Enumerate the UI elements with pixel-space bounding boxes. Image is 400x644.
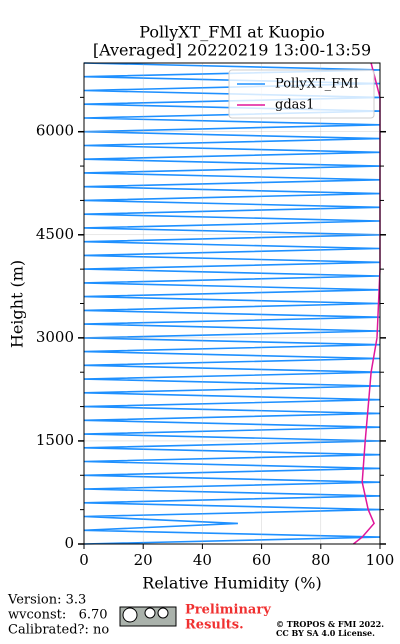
chart-subtitle: [Averaged] 20220219 13:00-13:59: [93, 41, 371, 60]
y-tick-label: 1500: [36, 431, 74, 449]
x-tick-label: 60: [252, 551, 271, 569]
wvconst-note: wvconst: 6.70: [8, 608, 108, 623]
x-tick-label: 20: [134, 551, 153, 569]
legend: PollyXT_FMI gdas1: [228, 69, 375, 119]
x-tick-label: 100: [366, 551, 395, 569]
x-tick-label: 40: [193, 551, 212, 569]
x-tick-label: 80: [311, 551, 330, 569]
series-line: [83, 62, 381, 545]
chart-title: PollyXT_FMI at Kuopio: [139, 23, 325, 42]
version-note: Version: 3.3: [7, 593, 86, 608]
legend-box: [228, 69, 375, 119]
y-tick-label: 0: [64, 534, 74, 552]
by-icon: [144, 607, 156, 619]
cc-logo: [119, 606, 177, 627]
calibrated-note: Calibrated?: no: [8, 623, 109, 638]
y-tick-label: 3000: [36, 328, 74, 346]
y-tick-label: 4500: [36, 225, 74, 243]
cc-icon: [122, 607, 138, 623]
y-axis-label: Height (m): [8, 260, 27, 348]
preliminary-note: Results.: [185, 618, 244, 633]
legend-label: gdas1: [275, 98, 314, 113]
legend-label: PollyXT_FMI: [275, 77, 359, 92]
preliminary-note: Preliminary: [185, 603, 271, 618]
y-tick-label: 6000: [36, 122, 74, 140]
x-tick-label: 0: [79, 551, 89, 569]
x-axis-label: Relative Humidity (%): [142, 574, 321, 593]
sa-icon: [157, 607, 169, 619]
copyright-note: CC BY SA 4.0 License.: [276, 628, 375, 638]
copyright-note: © TROPOS & FMI 2022.: [276, 619, 384, 629]
